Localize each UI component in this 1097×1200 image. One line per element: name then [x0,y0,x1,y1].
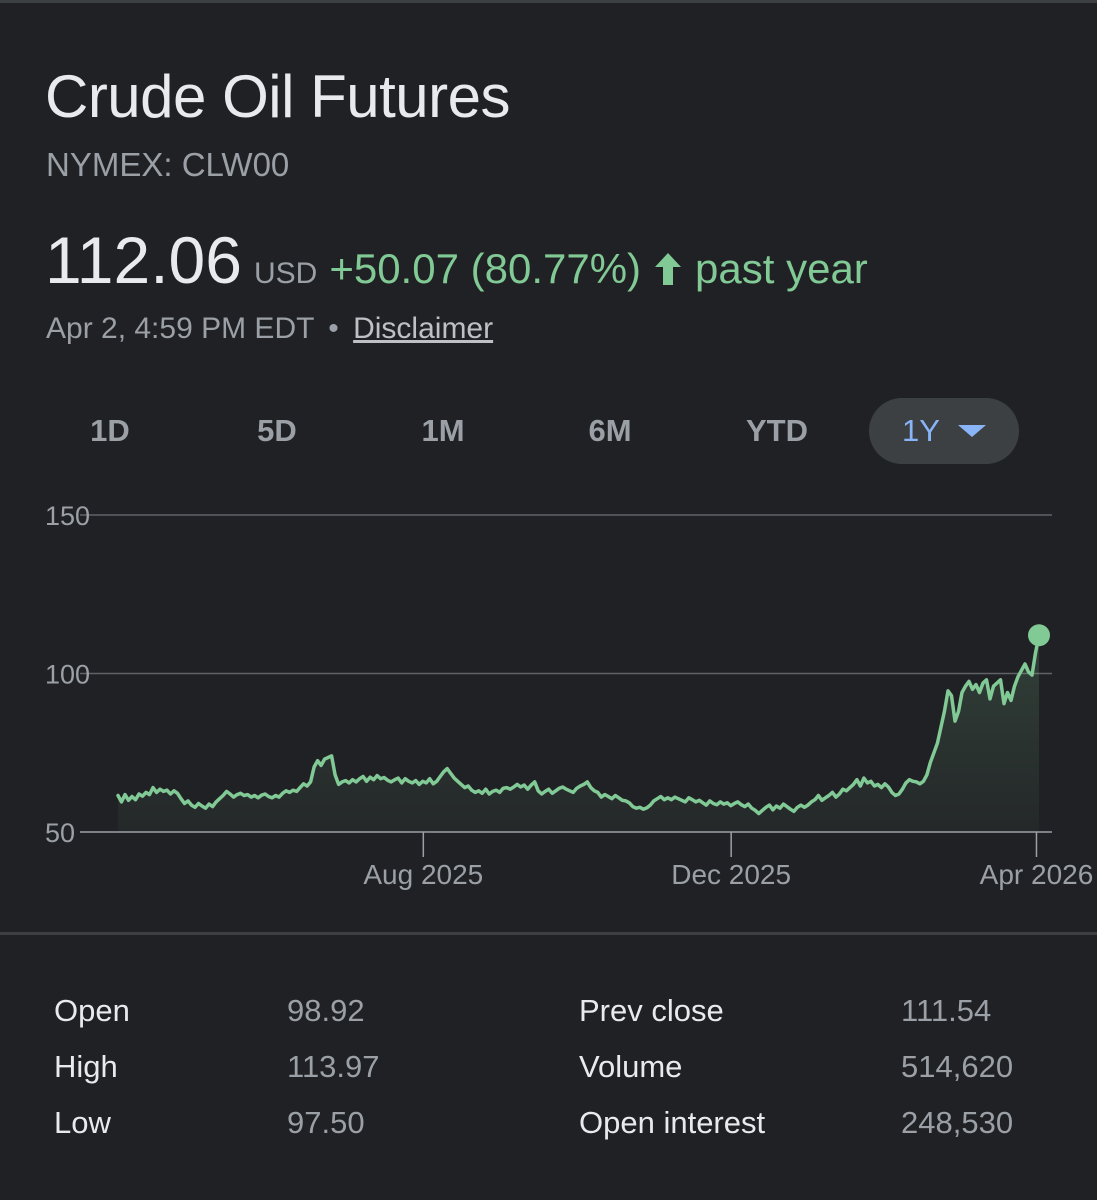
stat-value-high: 113.97 [287,1049,380,1084]
timestamp-row: Apr 2, 4:59 PM EDT • Disclaimer [46,312,493,346]
range-tab-label: 1M [421,413,465,448]
ticker-symbol: NYMEX: CLW00 [46,146,290,183]
top-divider [0,0,1097,3]
arrow-up-icon [651,251,685,287]
range-tab-label: 5D [257,413,297,448]
stat-label-high: High [54,1049,118,1084]
stat-label-volume: Volume [579,1049,683,1084]
disclaimer-link[interactable]: Disclaimer [353,312,494,345]
currency-label: USD [253,257,318,290]
current-price: 112.06 [45,223,242,297]
x-tick-label: Apr 2026 [980,859,1094,890]
range-tab-label: 1D [90,413,130,448]
price-row: 112.06 USD +50.07 (80.77%) past year [45,222,868,298]
last-price-marker [1028,624,1050,647]
stat-label-open: Open [54,993,130,1028]
range-tab-label: 6M [588,413,632,448]
stat-label-prev-close: Prev close [579,993,724,1028]
price-line [116,633,1041,816]
y-tick-label: 150 [45,501,90,531]
x-tick-label: Aug 2025 [363,859,483,890]
price-change: +50.07 (80.77%) [329,245,642,292]
range-tab-1d[interactable]: 1D [60,398,160,464]
stat-value-open: 98.92 [287,993,365,1028]
stat-value-low: 97.50 [287,1105,365,1140]
range-tab-label: YTD [746,413,808,448]
stat-value-prev-close: 111.54 [901,993,992,1028]
stat-label-low: Low [54,1105,111,1140]
range-tab-label: 1Y [902,413,940,448]
stat-value-volume: 514,620 [901,1049,1014,1084]
range-tab-1m[interactable]: 1M [393,398,493,464]
chevron-down-icon[interactable] [957,424,986,437]
price-chart[interactable]: 50 100 150 Aug 2025 Dec 2025 Apr 2026 [0,490,1097,910]
x-tick-label: Dec 2025 [671,859,791,890]
range-tab-5d[interactable]: 5D [227,398,327,464]
separator-dot: • [328,312,339,345]
range-tab-6m[interactable]: 6M [560,398,660,464]
y-tick-label: 50 [45,818,75,848]
stats-divider [0,932,1097,935]
timestamp: Apr 2, 4:59 PM EDT [46,312,314,345]
price-area [118,635,1039,832]
stat-label-open-interest: Open interest [579,1105,766,1140]
y-tick-label: 100 [45,660,90,690]
page-title: Crude Oil Futures [45,63,511,130]
stat-value-open-interest: 248,530 [901,1105,1014,1140]
range-tab-1y[interactable]: 1Y [869,398,1019,464]
change-period: past year [695,245,868,292]
range-tab-ytd[interactable]: YTD [722,398,832,464]
